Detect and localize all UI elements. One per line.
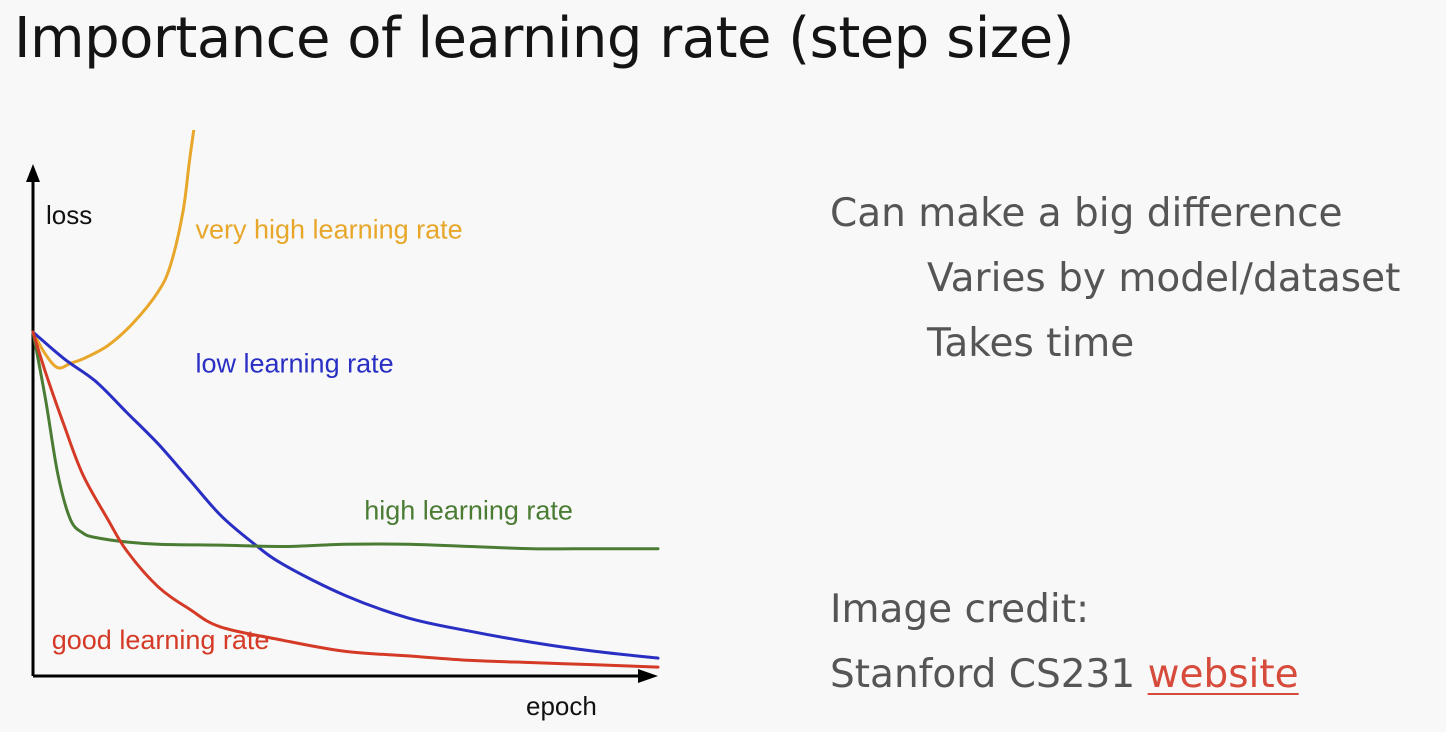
series-line-good-learning-rate <box>31 330 660 669</box>
bullet-sub-1: Varies by model/dataset <box>927 256 1401 301</box>
series-label-good-learning-rate: good learning rate <box>52 625 270 655</box>
bullet-list: Can make a big difference Varies by mode… <box>830 190 1400 368</box>
series-label-low-learning-rate: low learning rate <box>196 348 394 378</box>
image-credit: Image credit: Stanford CS231 website <box>830 586 1299 699</box>
chart-series <box>31 130 660 669</box>
chart-labels: very high learning rate low learning rate… <box>52 214 573 655</box>
y-axis-arrow <box>26 164 40 182</box>
website-link[interactable]: website <box>1147 652 1299 697</box>
series-line-very-high-learning-rate <box>31 130 196 370</box>
bullet-main: Can make a big difference <box>830 191 1343 236</box>
x-axis-label: epoch <box>526 691 597 721</box>
credit-source: Stanford CS231 <box>830 652 1136 697</box>
x-axis-arrow <box>638 669 658 683</box>
y-axis-label: loss <box>46 200 92 230</box>
slide-title: Importance of learning rate (step size) <box>14 6 1075 71</box>
series-label-very-high-learning-rate: very high learning rate <box>196 214 463 244</box>
credit-label: Image credit: <box>830 587 1090 632</box>
loss-vs-epoch-chart: loss epoch very high learning rate low lea… <box>26 130 660 721</box>
chart-axes: loss epoch <box>26 164 658 721</box>
series-line-low-learning-rate <box>31 330 660 660</box>
credit-line: Stanford CS231 website <box>830 651 1299 699</box>
series-label-high-learning-rate: high learning rate <box>364 496 573 526</box>
series-line-high-learning-rate <box>31 330 660 551</box>
bullet-sub-2: Takes time <box>927 321 1135 366</box>
